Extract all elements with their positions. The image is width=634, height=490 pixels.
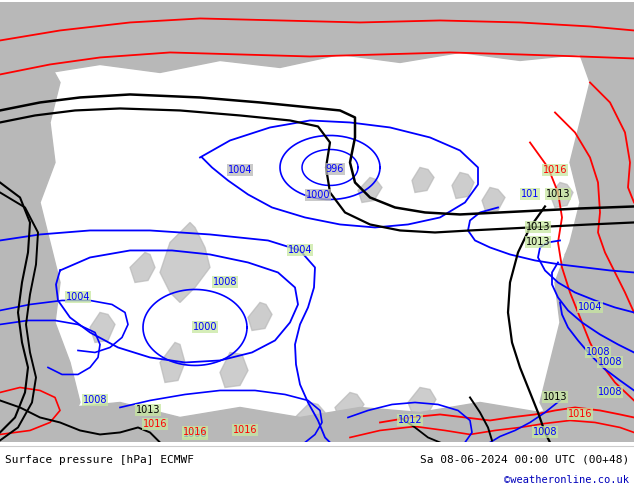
Polygon shape [412, 168, 434, 193]
Text: 1008: 1008 [83, 395, 107, 405]
Polygon shape [482, 188, 505, 213]
Text: Sa 08-06-2024 00:00 UTC (00+48): Sa 08-06-2024 00:00 UTC (00+48) [420, 455, 629, 465]
Text: 1016: 1016 [233, 425, 257, 436]
Polygon shape [30, 282, 55, 313]
Text: 1012: 1012 [398, 416, 422, 425]
Text: 1016: 1016 [543, 166, 567, 175]
Text: 1004: 1004 [288, 245, 313, 255]
Text: 1013: 1013 [136, 405, 160, 416]
Text: 1008: 1008 [213, 277, 237, 288]
Polygon shape [130, 252, 155, 282]
Text: Surface pressure [hPa] ECMWF: Surface pressure [hPa] ECMWF [5, 455, 194, 465]
Polygon shape [160, 343, 185, 383]
Polygon shape [0, 2, 634, 73]
Text: 1000: 1000 [193, 322, 217, 332]
Polygon shape [295, 402, 325, 430]
Polygon shape [25, 343, 52, 372]
Text: 1008: 1008 [533, 427, 557, 438]
Text: 101: 101 [521, 190, 539, 199]
Polygon shape [335, 392, 364, 420]
Polygon shape [0, 2, 80, 442]
Text: 1013: 1013 [546, 190, 570, 199]
Text: 1004: 1004 [228, 166, 252, 175]
Polygon shape [408, 388, 436, 416]
Text: ©weatheronline.co.uk: ©weatheronline.co.uk [504, 475, 629, 485]
Text: 1013: 1013 [543, 392, 567, 402]
Polygon shape [32, 377, 58, 402]
Text: 1008: 1008 [598, 388, 622, 397]
Text: 1016: 1016 [183, 427, 207, 438]
Text: 1013: 1013 [526, 238, 550, 247]
Polygon shape [358, 177, 382, 202]
Text: 1013: 1013 [526, 222, 550, 232]
Text: 996: 996 [326, 165, 344, 174]
Polygon shape [452, 172, 474, 198]
Polygon shape [220, 352, 248, 388]
Polygon shape [550, 182, 573, 207]
Text: 1008: 1008 [598, 358, 622, 368]
Text: 1000: 1000 [306, 191, 330, 200]
Text: 1004: 1004 [578, 302, 602, 313]
Text: 1008: 1008 [183, 429, 207, 440]
Text: 1016: 1016 [143, 419, 167, 429]
Polygon shape [248, 302, 272, 330]
Polygon shape [565, 243, 588, 267]
Polygon shape [90, 313, 115, 343]
Text: 1004: 1004 [66, 293, 90, 302]
Polygon shape [0, 397, 634, 442]
Text: 1008: 1008 [586, 347, 611, 358]
Text: 1016: 1016 [568, 410, 592, 419]
Polygon shape [160, 222, 210, 302]
Polygon shape [540, 2, 634, 442]
